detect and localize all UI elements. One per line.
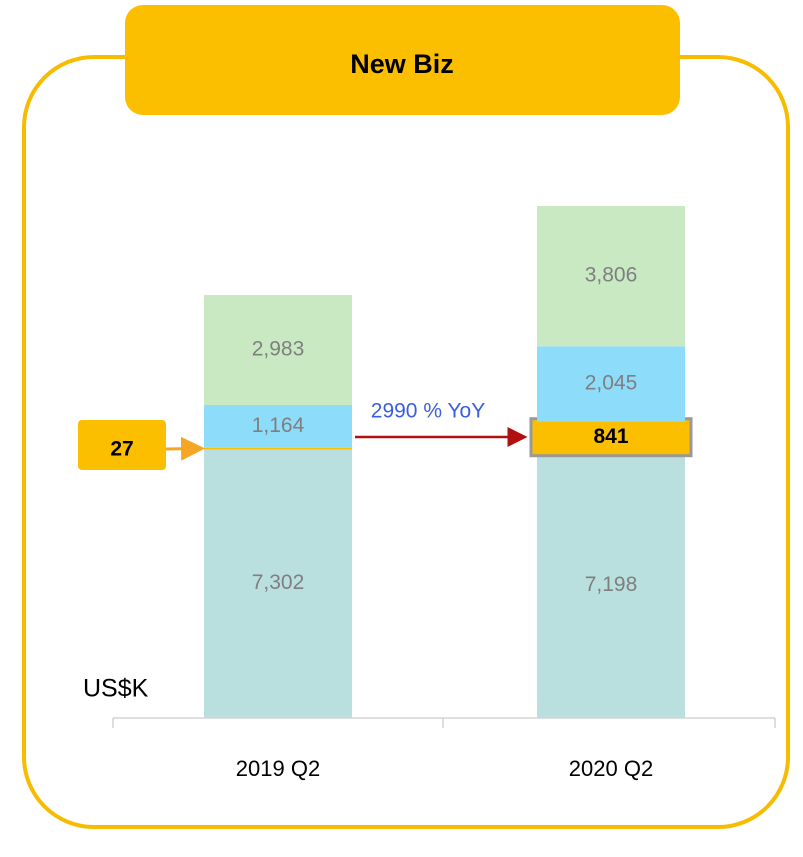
bar-label: 2,045 <box>585 372 638 395</box>
x-tick-label: 2019 Q2 <box>236 756 320 781</box>
title-box <box>125 5 680 115</box>
bar-segment <box>204 404 352 448</box>
bar-segment <box>204 448 352 718</box>
unit-label: US$K <box>83 675 149 703</box>
bar-label: 841 <box>593 425 628 448</box>
bar-segment <box>204 295 352 405</box>
chart-title: New Biz <box>350 49 454 79</box>
bar-segment <box>537 346 685 422</box>
callout-arrow <box>165 436 205 461</box>
x-tick-label: 2020 Q2 <box>569 756 653 781</box>
bar-label: 7,302 <box>252 571 305 594</box>
bar-segment <box>537 452 685 718</box>
bar-label: 2,983 <box>252 338 305 361</box>
callout-label: 27 <box>110 438 133 461</box>
callout-box <box>78 420 166 470</box>
bar-label: 3,806 <box>585 264 638 287</box>
bar-label: 7,198 <box>585 573 638 596</box>
bar-segment-highlight <box>529 417 693 458</box>
bar-segment <box>537 206 685 347</box>
bar-segment <box>204 447 352 450</box>
annotation: 2990 % YoY <box>371 400 485 423</box>
bar-label: 1,164 <box>252 414 305 437</box>
